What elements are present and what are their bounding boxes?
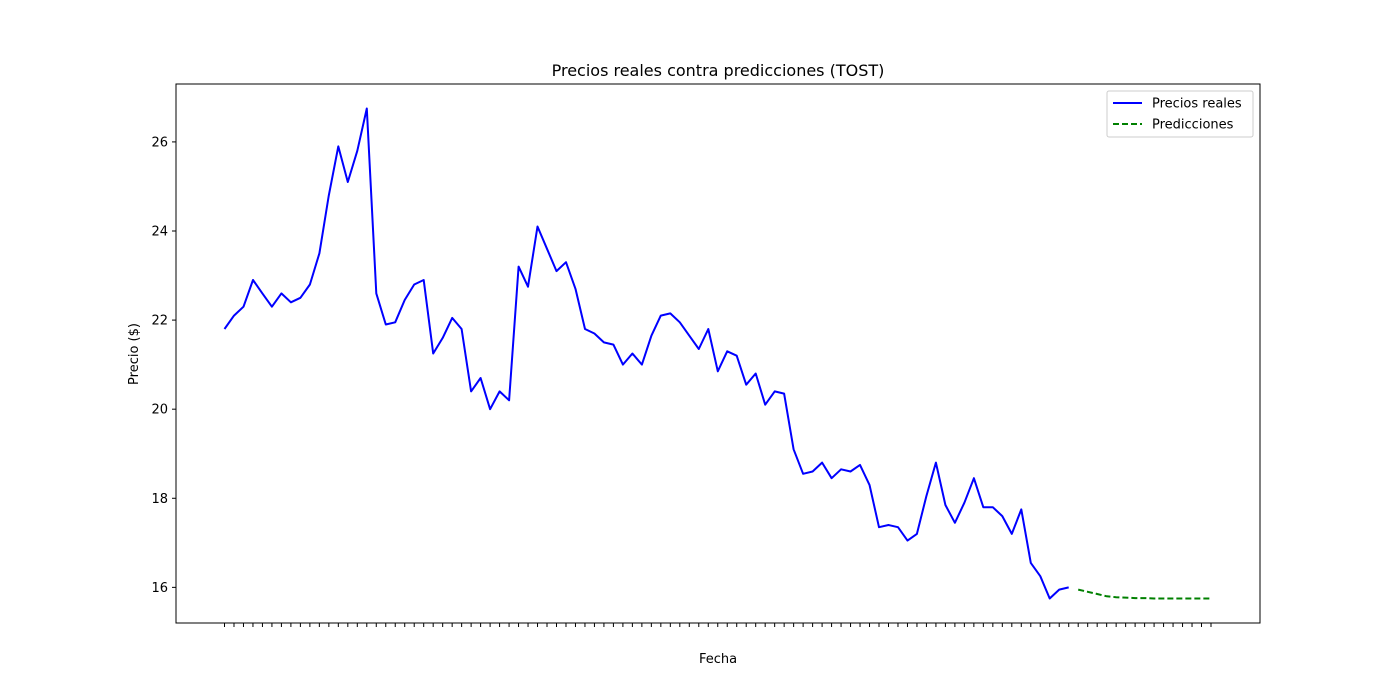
x-axis xyxy=(224,623,1212,627)
plot-area xyxy=(175,83,1261,624)
legend-label-pred: Predicciones xyxy=(1152,118,1234,133)
y-tick-label-2: 20 xyxy=(151,403,168,418)
legend-box xyxy=(1106,90,1254,138)
legend-label-real: Precios reales xyxy=(1152,97,1242,112)
series-line-real xyxy=(223,107,1069,600)
chart-title: Precios reales contra predicciones (TOST… xyxy=(552,61,885,80)
y-tick-label-5: 26 xyxy=(151,135,168,150)
y-tick-label-4: 24 xyxy=(151,225,168,240)
y-tick-label-3: 22 xyxy=(151,314,168,329)
legend: Precios reales Predicciones xyxy=(1106,90,1254,138)
series-line-pred xyxy=(1077,588,1211,600)
y-axis: 16 18 20 22 24 26 xyxy=(151,135,176,596)
y-tick-label-0: 16 xyxy=(151,581,168,596)
x-axis-label: Fecha xyxy=(699,652,737,667)
series-layer xyxy=(223,107,1211,600)
y-tick-label-1: 18 xyxy=(151,492,168,507)
y-axis-label: Precio ($) xyxy=(127,323,142,385)
